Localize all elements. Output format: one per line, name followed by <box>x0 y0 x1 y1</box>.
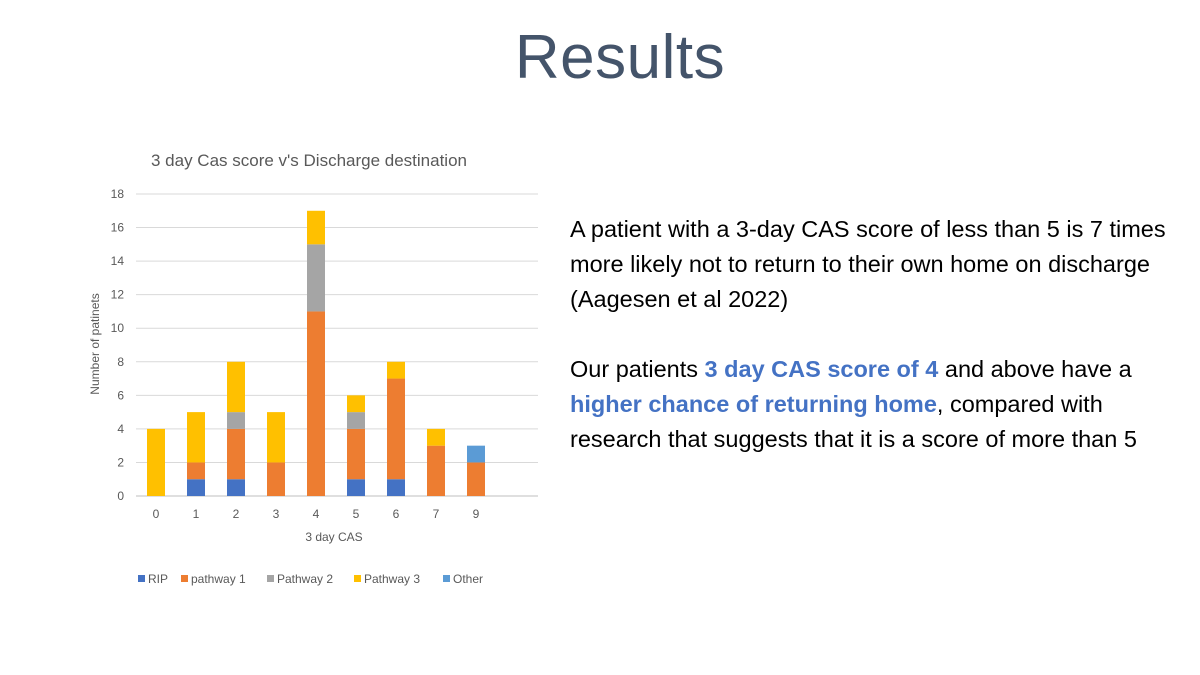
legend-label: Pathway 3 <box>364 572 420 586</box>
y-tick-label: 0 <box>117 489 124 503</box>
bar-segment <box>427 445 445 496</box>
para2-text-3: , compared with research that suggests t… <box>570 391 1137 452</box>
bar-segment <box>387 479 405 496</box>
chart: 3 day Cas score v's Discharge destinatio… <box>88 151 538 586</box>
x-tick-label: 9 <box>473 507 480 521</box>
bar-segment <box>307 244 325 312</box>
y-tick-label: 16 <box>111 221 125 235</box>
y-tick-label: 8 <box>117 355 124 369</box>
x-tick-label: 2 <box>233 507 240 521</box>
bar-segment <box>387 378 405 480</box>
bar-segment <box>187 479 205 496</box>
para2-text-2: and above have a <box>938 356 1132 382</box>
bar-segment <box>227 361 245 413</box>
bar-segment <box>307 311 325 496</box>
y-tick-label: 2 <box>117 455 124 469</box>
legend-label: Other <box>453 572 483 586</box>
legend-swatch <box>443 575 450 582</box>
bar-segment <box>187 462 205 480</box>
x-tick-label: 1 <box>193 507 200 521</box>
x-tick-label: 7 <box>433 507 440 521</box>
y-axis-label: Number of patinets <box>88 293 102 394</box>
bar-segment <box>187 412 205 463</box>
x-tick-label: 5 <box>353 507 360 521</box>
slide-title: Results <box>514 23 726 92</box>
bar-segment <box>347 479 365 496</box>
bar-segment <box>347 412 365 429</box>
bar-segment <box>427 428 445 446</box>
results-text: A patient with a 3-day CAS score of less… <box>570 212 1170 457</box>
bar-segment <box>347 428 365 480</box>
bar-segment <box>267 412 285 463</box>
chart-title: 3 day Cas score v's Discharge destinatio… <box>151 151 467 170</box>
bar-segment <box>307 210 325 245</box>
y-tick-label: 4 <box>117 422 124 436</box>
finding-paragraph-2: Our patients 3 day CAS score of 4 and ab… <box>570 352 1170 457</box>
y-tick-label: 18 <box>111 187 125 201</box>
y-axis-ticks: 0 2 4 6 8 10 12 14 16 18 <box>111 187 125 503</box>
bar-segment <box>227 479 245 496</box>
highlight-cas-score: 3 day CAS score of 4 <box>704 356 939 382</box>
x-tick-label: 6 <box>393 507 400 521</box>
legend-swatch <box>138 575 145 582</box>
bar-segment <box>347 395 365 413</box>
highlight-returning-home: higher chance of returning home <box>570 391 937 417</box>
bar-segment <box>227 428 245 480</box>
para2-text-1: Our patients <box>570 356 705 382</box>
y-tick-label: 6 <box>117 388 124 402</box>
y-tick-label: 10 <box>111 321 125 335</box>
bar-segment <box>467 462 485 496</box>
bar-segment <box>147 428 165 496</box>
x-axis-ticks: 0 1 2 3 4 5 6 7 9 <box>153 507 480 521</box>
legend-label: RIP <box>148 572 168 586</box>
legend-swatch <box>267 575 274 582</box>
bar-segment <box>267 462 285 496</box>
chart-bars <box>147 210 485 496</box>
bar-segment <box>387 361 405 379</box>
x-tick-label: 3 <box>273 507 280 521</box>
y-tick-label: 14 <box>111 254 125 268</box>
x-tick-label: 4 <box>313 507 320 521</box>
bar-segment <box>467 445 485 463</box>
y-tick-label: 12 <box>111 288 125 302</box>
x-tick-label: 0 <box>153 507 160 521</box>
bar-segment <box>227 412 245 429</box>
finding-paragraph-1: A patient with a 3-day CAS score of less… <box>570 216 1166 312</box>
legend-swatch <box>354 575 361 582</box>
legend-swatch <box>181 575 188 582</box>
x-axis-label: 3 day CAS <box>305 530 362 544</box>
chart-legend: RIP pathway 1 Pathway 2 Pathway 3 Other <box>138 572 483 586</box>
legend-label: Pathway 2 <box>277 572 333 586</box>
legend-label: pathway 1 <box>191 572 246 586</box>
